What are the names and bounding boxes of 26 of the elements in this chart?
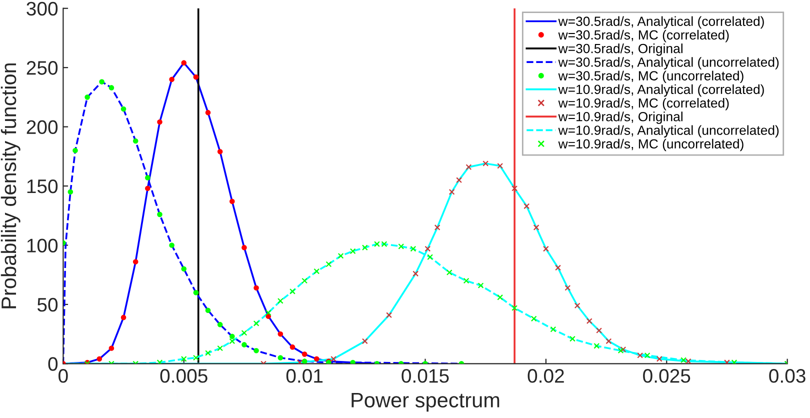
- legend-label: w=30.5rad/s, Analytical (uncorrelated): [558, 57, 779, 70]
- x-tick-label: 0: [58, 369, 68, 383]
- legend-label: w=10.9rad/s, MC (uncorrelated): [558, 138, 744, 152]
- y-tick-label: 100: [27, 238, 58, 252]
- y-axis-title: Probability density function: [0, 63, 20, 308]
- x-tick-label: 0.03: [769, 369, 806, 383]
- legend-label: w=30.5rad/s, Original: [558, 44, 682, 56]
- x-tick-label: 0.015: [402, 369, 449, 383]
- legend-label: w=10.9rad/s, MC (correlated): [558, 98, 729, 110]
- legend-label: w=30.5rad/s, MC (uncorrelated): [558, 70, 744, 84]
- y-tick-label: 200: [26, 120, 58, 134]
- x-tick-label: 0.005: [160, 369, 208, 383]
- y-tick-label: 0: [48, 357, 58, 371]
- legend-label: w=10.9rad/s, Analytical (uncorrelated): [558, 125, 779, 138]
- legend-label: w=30.5rad/s, MC (correlated): [558, 30, 729, 42]
- y-tick-label: 50: [37, 298, 58, 312]
- y-tick-label: 150: [27, 179, 58, 194]
- x-tick-label: 0.025: [643, 369, 690, 383]
- legend-label: w=10.9rad/s, Analytical (correlated): [558, 84, 764, 97]
- x-axis-title: Power spectrum: [352, 392, 500, 412]
- legend-label: w=30.5rad/s, Analytical (correlated): [558, 16, 764, 29]
- x-tick-label: 0.02: [528, 369, 564, 383]
- y-tick-label: 250: [26, 61, 58, 75]
- legend-label: w=10.9rad/s, Original: [558, 112, 682, 124]
- x-tick-label: 0.01: [286, 369, 323, 383]
- y-tick-label: 300: [26, 2, 58, 16]
